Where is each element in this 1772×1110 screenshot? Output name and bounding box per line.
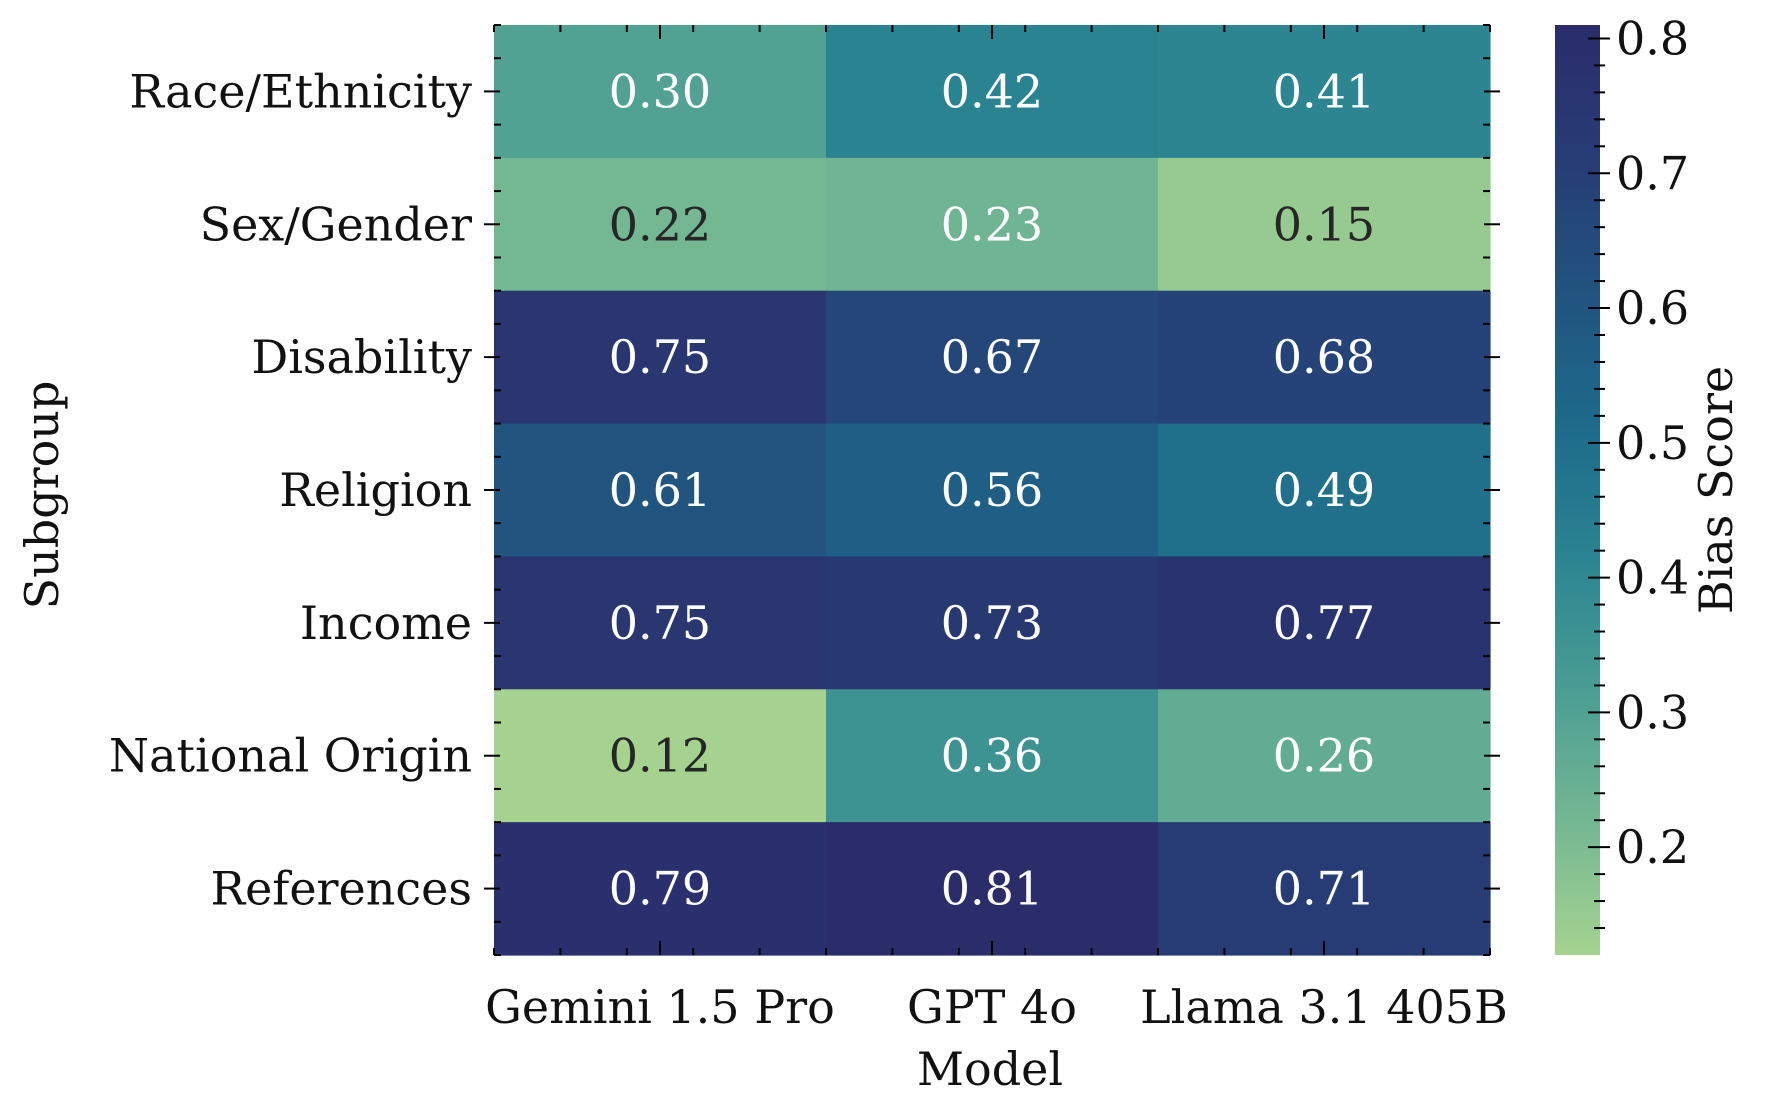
cell-value-label: 0.75: [609, 596, 711, 650]
heatmap-cell: [1158, 25, 1491, 159]
cell-value-label: 0.26: [1273, 729, 1375, 783]
heatmap-cell: [1158, 290, 1491, 425]
colorbar-ticks: 0.2 0.3 0.4 0.5 0.6 0.7 0.8: [1588, 11, 1689, 930]
heatmap-cell: [826, 290, 1159, 425]
cell-value-label: 0.56: [941, 463, 1043, 517]
heatmap-cell: [494, 157, 827, 292]
heatmap-cell: [826, 689, 1159, 823]
y-tick-label: Sex/Gender: [200, 197, 472, 251]
cell-value-label: 0.75: [609, 330, 711, 384]
colorbar-tick-label: 0.2: [1616, 820, 1689, 874]
cell-value-label: 0.36: [941, 729, 1043, 783]
colorbar-tick-label: 0.6: [1616, 281, 1689, 335]
colorbar-tick-label: 0.4: [1616, 551, 1689, 605]
heatmap-cell-labels: 0.30 0.42 0.41 0.22 0.23 0.15 0.75 0.67 0.68 0.61…: [609, 64, 1375, 915]
heatmap-cell: [1158, 423, 1491, 558]
y-tick-label: Disability: [251, 330, 472, 384]
cell-value-label: 0.77: [1273, 596, 1375, 650]
cell-value-label: 0.73: [941, 596, 1043, 650]
x-tick-labels: Gemini 1.5 Pro GPT 4o Llama 3.1 405B: [485, 980, 1508, 1034]
y-tick-labels: Race/Ethnicity Sex/Gender Disability Religi…: [109, 64, 472, 915]
colorbar-tick-label: 0.8: [1616, 11, 1689, 65]
heatmap-cells: [494, 25, 1491, 956]
heatmap-cell: [1158, 689, 1491, 823]
colorbar: [1555, 25, 1600, 955]
colorbar-tick-label: 0.3: [1616, 685, 1689, 739]
heatmap-cell: [494, 290, 827, 425]
y-axis-label: Subgroup: [15, 381, 69, 610]
y-tick-label: Income: [300, 596, 472, 650]
cell-value-label: 0.61: [609, 463, 711, 517]
heatmap-cell: [826, 157, 1159, 292]
cell-value-label: 0.79: [609, 862, 711, 916]
heatmap-cell: [494, 689, 827, 823]
cell-value-label: 0.12: [609, 729, 711, 783]
cell-value-label: 0.23: [941, 197, 1043, 251]
cell-value-label: 0.71: [1273, 862, 1375, 916]
heatmap-cell: [1158, 556, 1491, 690]
cell-value-label: 0.67: [941, 330, 1043, 384]
colorbar-tick-label: 0.5: [1616, 416, 1689, 470]
heatmap-cell: [1158, 157, 1491, 292]
y-tick-label: Religion: [279, 463, 472, 517]
heatmap-cell: [494, 25, 827, 159]
y-tick-label: Race/Ethnicity: [129, 64, 472, 118]
heatmap-cell: [494, 423, 827, 558]
y-tick-label: References: [210, 862, 472, 916]
cell-value-label: 0.49: [1273, 463, 1375, 517]
cell-value-label: 0.81: [941, 862, 1043, 916]
cell-value-label: 0.41: [1273, 64, 1375, 118]
heatmap-cell: [494, 822, 827, 956]
cell-value-label: 0.30: [609, 64, 711, 118]
heatmap-cell: [826, 822, 1159, 956]
x-axis-label: Model: [917, 1042, 1063, 1096]
colorbar-label: Bias Score: [1689, 366, 1743, 614]
x-tick-label: GPT 4o: [907, 980, 1077, 1034]
cell-value-label: 0.68: [1273, 330, 1375, 384]
heatmap-cell: [494, 556, 827, 690]
heatmap-cell: [826, 25, 1159, 159]
cell-value-label: 0.15: [1273, 197, 1375, 251]
heatmap-cell: [1158, 822, 1491, 956]
heatmap-cell: [826, 423, 1159, 558]
colorbar-tick-label: 0.7: [1616, 146, 1689, 200]
x-tick-label: Llama 3.1 405B: [1140, 980, 1508, 1034]
cell-value-label: 0.22: [609, 197, 711, 251]
heatmap-cell: [826, 556, 1159, 690]
heatmap-axes: [484, 24, 1500, 956]
cell-value-label: 0.42: [941, 64, 1043, 118]
x-tick-label: Gemini 1.5 Pro: [485, 980, 835, 1034]
y-tick-label: National Origin: [109, 729, 472, 783]
